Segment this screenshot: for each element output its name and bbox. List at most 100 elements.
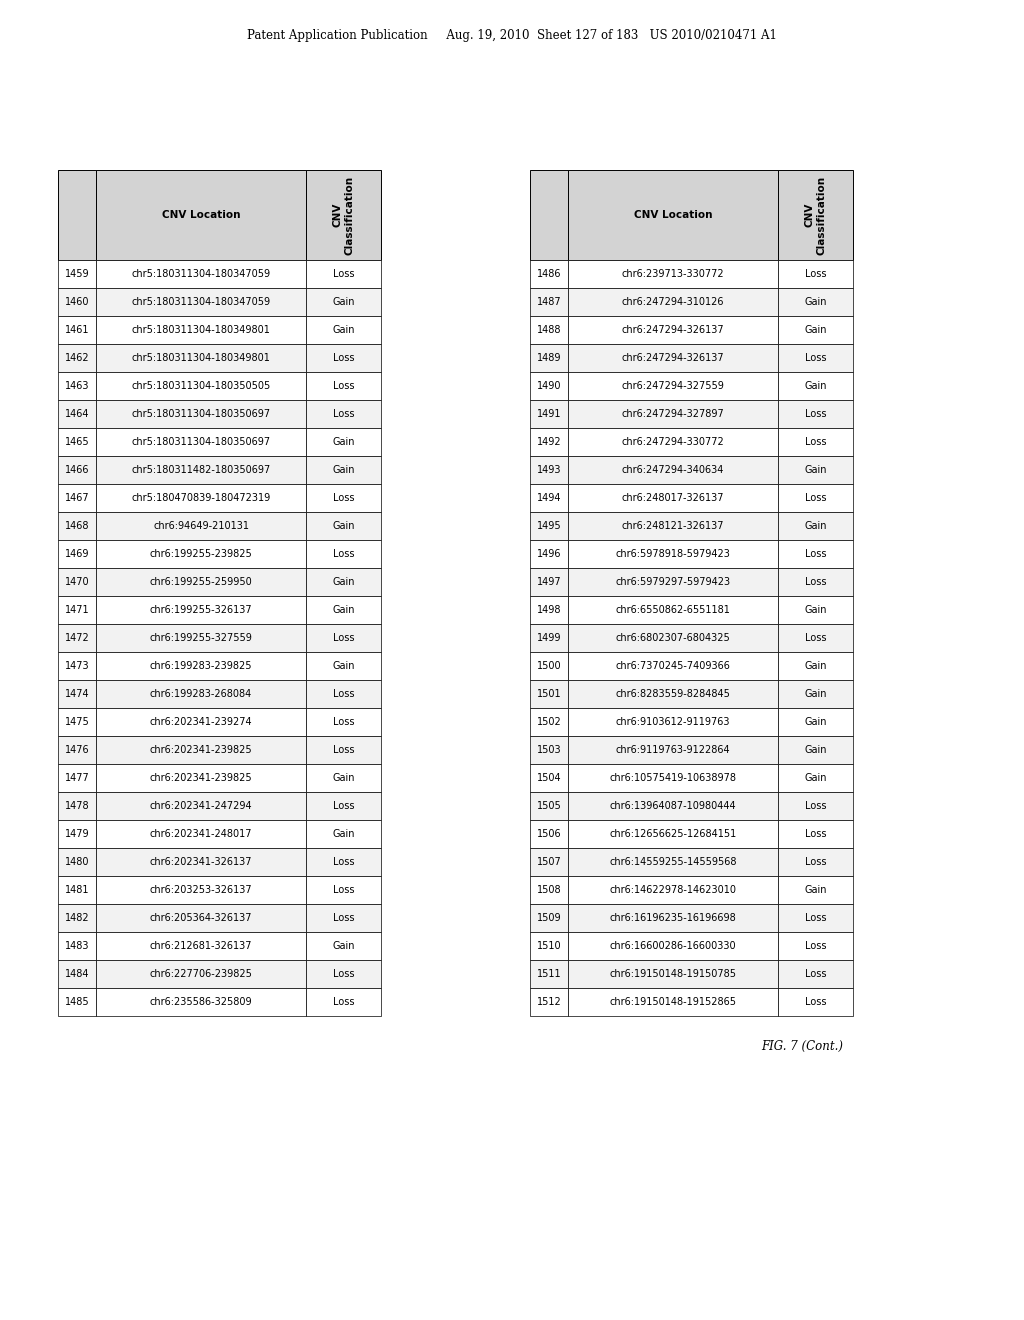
- Bar: [778, 904, 853, 932]
- Text: chr6:227706-239825: chr6:227706-239825: [150, 969, 253, 979]
- Bar: [306, 932, 381, 960]
- Text: Loss: Loss: [805, 549, 826, 558]
- Text: chr6:248017-326137: chr6:248017-326137: [622, 492, 724, 503]
- Bar: [530, 652, 568, 680]
- Bar: [306, 597, 381, 624]
- Text: 1509: 1509: [537, 913, 561, 923]
- Bar: [306, 764, 381, 792]
- Bar: [96, 904, 306, 932]
- Text: Loss: Loss: [333, 352, 354, 363]
- Bar: [96, 484, 306, 512]
- Text: Loss: Loss: [333, 801, 354, 810]
- Text: 1463: 1463: [65, 381, 89, 391]
- Bar: [306, 737, 381, 764]
- Text: Loss: Loss: [333, 969, 354, 979]
- Text: 1489: 1489: [537, 352, 561, 363]
- Bar: [306, 876, 381, 904]
- Bar: [96, 455, 306, 484]
- Text: Loss: Loss: [333, 689, 354, 700]
- Bar: [306, 847, 381, 876]
- Text: CNV
Classification: CNV Classification: [805, 176, 826, 255]
- Text: Loss: Loss: [805, 634, 826, 643]
- Text: Gain: Gain: [804, 689, 826, 700]
- Bar: [568, 904, 778, 932]
- Text: CNV Location: CNV Location: [634, 210, 713, 220]
- Bar: [778, 512, 853, 540]
- Text: Loss: Loss: [333, 381, 354, 391]
- Bar: [568, 170, 778, 260]
- Bar: [96, 400, 306, 428]
- Bar: [778, 737, 853, 764]
- Text: 1480: 1480: [65, 857, 89, 867]
- Text: 1493: 1493: [537, 465, 561, 475]
- Text: Gain: Gain: [332, 605, 354, 615]
- Bar: [778, 652, 853, 680]
- Text: Loss: Loss: [805, 913, 826, 923]
- Bar: [306, 512, 381, 540]
- Text: chr6:247294-340634: chr6:247294-340634: [622, 465, 724, 475]
- Bar: [58, 932, 96, 960]
- Text: chr6:19150148-19152865: chr6:19150148-19152865: [609, 997, 736, 1007]
- Bar: [568, 568, 778, 597]
- Bar: [58, 345, 96, 372]
- Text: 1507: 1507: [537, 857, 561, 867]
- Bar: [306, 960, 381, 987]
- Bar: [96, 540, 306, 568]
- Text: Loss: Loss: [805, 969, 826, 979]
- Bar: [58, 987, 96, 1016]
- Text: chr6:247294-327897: chr6:247294-327897: [622, 409, 724, 418]
- Bar: [530, 708, 568, 737]
- Bar: [96, 708, 306, 737]
- Bar: [568, 512, 778, 540]
- Text: 1472: 1472: [65, 634, 89, 643]
- Text: Loss: Loss: [333, 492, 354, 503]
- Bar: [306, 428, 381, 455]
- Text: chr6:199255-326137: chr6:199255-326137: [150, 605, 252, 615]
- Bar: [306, 708, 381, 737]
- Text: chr6:94649-210131: chr6:94649-210131: [153, 521, 249, 531]
- Text: chr6:202341-239274: chr6:202341-239274: [150, 717, 252, 727]
- Text: chr6:203253-326137: chr6:203253-326137: [150, 884, 252, 895]
- Bar: [96, 847, 306, 876]
- Bar: [568, 540, 778, 568]
- Text: chr6:247294-326137: chr6:247294-326137: [622, 325, 724, 335]
- Bar: [96, 315, 306, 345]
- Text: Loss: Loss: [805, 829, 826, 840]
- Text: Gain: Gain: [804, 325, 826, 335]
- Bar: [530, 764, 568, 792]
- Bar: [530, 792, 568, 820]
- Bar: [530, 260, 568, 288]
- Text: Gain: Gain: [804, 661, 826, 671]
- Text: 1477: 1477: [65, 774, 89, 783]
- Bar: [530, 315, 568, 345]
- Bar: [306, 288, 381, 315]
- Text: chr5:180311304-180350697: chr5:180311304-180350697: [131, 437, 270, 447]
- Bar: [58, 540, 96, 568]
- Text: Gain: Gain: [804, 521, 826, 531]
- Text: Loss: Loss: [805, 857, 826, 867]
- Text: chr6:239713-330772: chr6:239713-330772: [622, 269, 724, 279]
- Text: 1500: 1500: [537, 661, 561, 671]
- Bar: [58, 847, 96, 876]
- Text: 1505: 1505: [537, 801, 561, 810]
- Text: chr6:202341-326137: chr6:202341-326137: [150, 857, 252, 867]
- Bar: [96, 170, 306, 260]
- Text: chr6:13964087-10980444: chr6:13964087-10980444: [609, 801, 736, 810]
- Bar: [306, 400, 381, 428]
- Bar: [530, 847, 568, 876]
- Bar: [530, 170, 568, 260]
- Bar: [568, 345, 778, 372]
- Bar: [778, 260, 853, 288]
- Text: 1494: 1494: [537, 492, 561, 503]
- Text: 1511: 1511: [537, 969, 561, 979]
- Bar: [568, 400, 778, 428]
- Text: chr6:202341-248017: chr6:202341-248017: [150, 829, 252, 840]
- Bar: [778, 764, 853, 792]
- Text: 1492: 1492: [537, 437, 561, 447]
- Text: chr6:202341-239825: chr6:202341-239825: [150, 744, 252, 755]
- Bar: [568, 288, 778, 315]
- Text: Gain: Gain: [332, 661, 354, 671]
- Bar: [530, 987, 568, 1016]
- Text: chr6:199283-239825: chr6:199283-239825: [150, 661, 252, 671]
- Bar: [306, 315, 381, 345]
